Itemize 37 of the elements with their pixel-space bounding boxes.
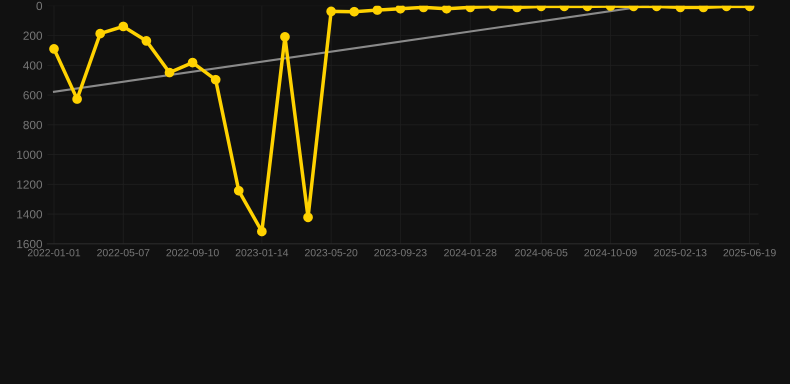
point [256, 226, 267, 236]
y-tick-label: 1400 [17, 210, 42, 218]
point [72, 94, 82, 104]
point [326, 6, 336, 16]
point [188, 58, 198, 68]
x-tick-label: 2023-09-23 [374, 248, 427, 256]
point [303, 212, 313, 222]
x-tick-label: 2022-01-01 [28, 248, 80, 256]
point [372, 6, 382, 15]
point [118, 22, 128, 32]
x-tick-label: 2025-06-19 [723, 248, 776, 256]
point [142, 36, 152, 46]
y-tick-label: 200 [23, 32, 42, 40]
point [442, 6, 452, 14]
point [349, 6, 360, 17]
x-tick-label: 2024-06-05 [515, 248, 568, 256]
point [95, 28, 106, 38]
y-tick-label: 600 [23, 91, 42, 100]
point [396, 6, 406, 14]
y-tick-label: 1600 [17, 240, 42, 248]
point [234, 186, 244, 196]
point [210, 74, 221, 85]
x-tick-label: 2023-05-20 [305, 248, 358, 256]
y-tick-label: 400 [23, 61, 42, 70]
y-tick-label: 800 [23, 120, 42, 130]
x-tick-label: 2022-05-07 [97, 248, 150, 256]
y-tick-label: 0 [36, 2, 42, 10]
point [164, 68, 174, 78]
point [49, 44, 59, 54]
x-tick-label: 2024-10-09 [584, 248, 637, 256]
point [280, 32, 290, 42]
x-tick-label: 2023-01-14 [236, 248, 288, 256]
x-tick-label: 2022-09-10 [166, 248, 219, 256]
x-tick-label: 2024-01-28 [444, 248, 496, 256]
x-tick-label: 2025-02-13 [654, 248, 707, 256]
y-tick-label: 1200 [17, 180, 42, 189]
y-tick-label: 1000 [17, 150, 42, 159]
